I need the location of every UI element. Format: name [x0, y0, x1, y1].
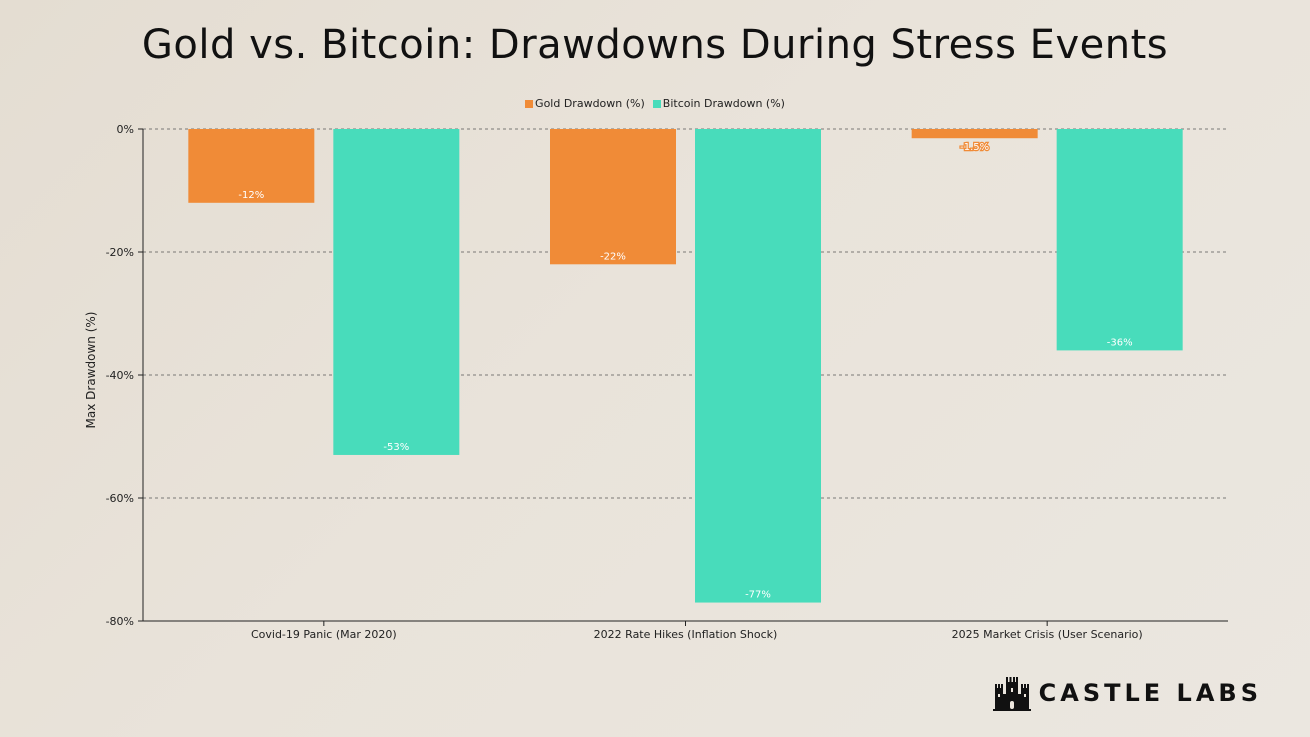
legend-label-gold: Gold Drawdown (%) — [535, 97, 645, 110]
bar-bitcoin — [695, 129, 821, 603]
legend-item-bitcoin[interactable]: Bitcoin Drawdown (%) — [652, 97, 785, 110]
bar-gold — [911, 129, 1038, 139]
y-tick-label: -60% — [106, 492, 134, 505]
x-tick-label: 2022 Rate Hikes (Inflation Shock) — [594, 628, 778, 641]
bar-gold — [188, 129, 315, 203]
y-axis-label: Max Drawdown (%) — [84, 312, 98, 429]
bar-bitcoin — [333, 129, 460, 455]
y-tick-label: 0% — [117, 123, 134, 136]
legend-swatch-bitcoin — [652, 99, 661, 108]
brand-name: CASTLE LABS — [1038, 679, 1262, 707]
castle-icon — [992, 677, 1031, 711]
y-tick-label: -40% — [106, 369, 134, 382]
legend-label-bitcoin: Bitcoin Drawdown (%) — [662, 97, 785, 110]
data-label-bitcoin: -53% — [383, 442, 409, 453]
bar-bitcoin — [1056, 129, 1183, 351]
chart-title: Gold vs. Bitcoin: Drawdowns During Stres… — [141, 22, 1169, 68]
data-label-bitcoin: -77% — [745, 590, 771, 601]
x-tick-label: 2025 Market Crisis (User Scenario) — [952, 628, 1143, 641]
bar-gold — [550, 129, 676, 265]
data-label-gold: -1.5% — [960, 142, 989, 153]
x-tick-label: Covid-19 Panic (Mar 2020) — [251, 628, 397, 641]
y-tick-label: -20% — [106, 246, 134, 259]
data-label-gold: -22% — [600, 251, 626, 262]
legend-swatch-gold — [525, 99, 534, 108]
data-label-bitcoin: -36% — [1107, 337, 1133, 348]
legend: Gold Drawdown (%) Bitcoin Drawdown (%) — [0, 97, 1310, 110]
y-tick-label: -80% — [106, 615, 134, 628]
brand-logo: CASTLE LABS — [992, 674, 1262, 712]
legend-item-gold[interactable]: Gold Drawdown (%) — [525, 97, 645, 110]
data-label-gold: -12% — [238, 190, 264, 201]
